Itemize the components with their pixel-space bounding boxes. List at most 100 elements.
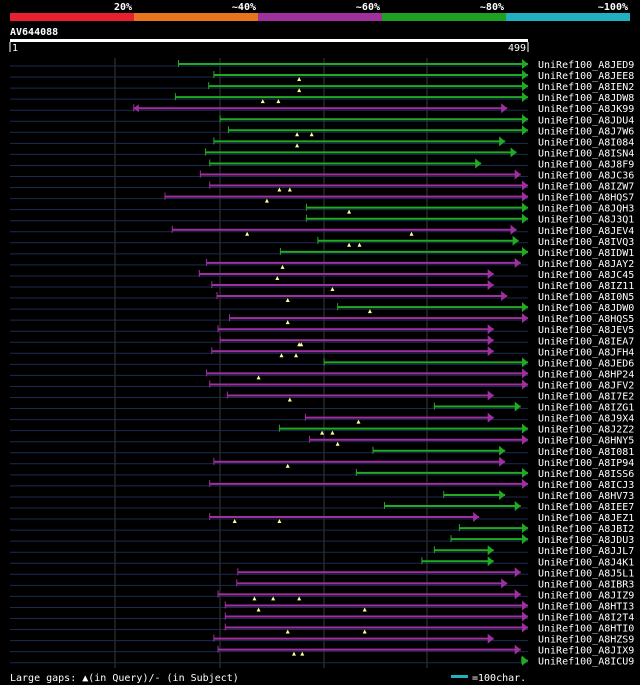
hit-label: UniRef100_A8JK99 — [538, 104, 634, 115]
gap-marker — [357, 242, 362, 247]
hit-end-arrow — [522, 59, 528, 69]
hit-end-arrow — [522, 423, 528, 434]
gap-marker — [285, 629, 290, 634]
hit-label: UniRef100_A8IEA7 — [538, 336, 634, 347]
gap-marker — [347, 242, 352, 247]
hit-end-arrow — [522, 655, 528, 666]
hit-end-arrow — [522, 600, 528, 611]
hit-end-arrow — [475, 158, 482, 169]
hit-end-arrow — [522, 478, 528, 489]
gap-marker — [275, 275, 280, 280]
hit-end-arrow — [522, 114, 528, 125]
hit-start-arrow — [133, 104, 139, 113]
gap-marker — [287, 397, 292, 402]
hit-end-arrow — [522, 357, 528, 368]
hit-end-arrow — [473, 512, 480, 523]
hit-end-arrow — [510, 147, 517, 158]
hit-end-arrow — [487, 633, 494, 644]
gap-marker — [285, 463, 290, 468]
identity-scale-segment — [258, 13, 382, 21]
query-bar — [10, 39, 528, 42]
hit-end-arrow — [501, 578, 508, 589]
query-title: AV644088 — [10, 27, 58, 38]
gap-marker — [320, 430, 325, 435]
gap-marker — [297, 596, 302, 601]
hit-label: UniRef100_A8HQS5 — [538, 314, 634, 325]
hit-end-arrow — [514, 501, 521, 511]
hit-label: UniRef100_A8J8F9 — [538, 159, 634, 170]
hit-label: UniRef100_A8JAY2 — [538, 259, 634, 270]
hit-end-arrow — [522, 523, 528, 534]
hit-end-arrow — [522, 611, 528, 622]
hit-label: UniRef100_A8IEN2 — [538, 82, 634, 93]
hit-end-arrow — [522, 191, 528, 202]
gap-marker — [356, 419, 361, 424]
hit-label: UniRef100_A8IVQ3 — [538, 237, 634, 248]
hit-label: UniRef100_A8JBI2 — [538, 524, 634, 535]
gap-marker — [277, 519, 282, 524]
gap-marker — [330, 287, 335, 291]
hit-end-arrow — [522, 467, 528, 478]
hit-label: UniRef100_A8JEV4 — [538, 226, 634, 237]
hit-label: UniRef100_A8JED9 — [538, 60, 634, 71]
hit-label: UniRef100_A8I7E2 — [538, 392, 634, 403]
hit-end-arrow — [487, 346, 494, 357]
hit-label: UniRef100_A8J2Z2 — [538, 425, 634, 436]
hit-end-arrow — [510, 224, 517, 235]
gap-marker — [300, 651, 305, 656]
identity-scale-segment — [10, 13, 134, 21]
hit-end-arrow — [522, 434, 528, 445]
hit-label: UniRef100_A8I0N5 — [538, 292, 634, 303]
identity-scale-label: ~60% — [356, 2, 380, 13]
hit-end-arrow — [514, 644, 521, 655]
gap-marker — [256, 375, 261, 380]
gap-marker — [279, 353, 284, 358]
hit-end-arrow — [487, 324, 494, 335]
hit-label: UniRef100_A8ICU9 — [538, 657, 634, 668]
hit-label: UniRef100_A8JC36 — [538, 171, 634, 182]
gap-marker — [297, 88, 302, 93]
hit-end-arrow — [522, 81, 528, 92]
hit-label: UniRef100_A8IP94 — [538, 458, 634, 469]
identity-scale-label: 20% — [114, 2, 132, 13]
hit-end-arrow — [514, 401, 521, 412]
hit-label: UniRef100_A8IBR3 — [538, 579, 634, 590]
hit-end-arrow — [487, 335, 494, 346]
gap-legend-text: Large gaps: ▲(in Query)/- (in Subject) — [10, 673, 239, 684]
hit-label: UniRef100_A8IZG1 — [538, 403, 634, 414]
hit-end-arrow — [522, 202, 528, 213]
hit-label: UniRef100_A8ICJ3 — [538, 480, 634, 491]
hit-end-arrow — [499, 136, 506, 147]
gap-marker — [271, 596, 276, 601]
hit-end-arrow — [499, 456, 506, 467]
hit-end-arrow — [499, 489, 506, 500]
hit-label: UniRef100_A8HP24 — [538, 369, 634, 380]
gap-marker — [367, 309, 372, 314]
hit-end-arrow — [522, 246, 528, 257]
identity-scale-segment — [382, 13, 506, 21]
identity-scale-label: ~100% — [598, 2, 628, 13]
gap-marker — [330, 430, 335, 435]
hit-end-arrow — [522, 368, 528, 379]
gap-marker — [264, 198, 269, 203]
hit-end-arrow — [522, 302, 528, 313]
gap-marker — [362, 607, 367, 612]
gap-marker — [252, 596, 257, 601]
hit-label: UniRef100_A8J5L1 — [538, 568, 634, 579]
hit-end-arrow — [499, 445, 506, 456]
hit-label: UniRef100_A8JEV5 — [538, 325, 634, 336]
hit-end-arrow — [512, 235, 519, 246]
hit-end-arrow — [501, 103, 508, 114]
gap-marker — [276, 99, 281, 104]
gap-marker — [277, 187, 282, 192]
gap-marker — [285, 298, 290, 303]
hit-end-arrow — [514, 257, 521, 268]
hit-end-arrow — [514, 589, 521, 600]
hit-label: UniRef100_A8IZW7 — [538, 182, 634, 193]
hit-label: UniRef100_A8JDU3 — [538, 535, 634, 546]
hit-label: UniRef100_A8IZ11 — [538, 281, 634, 292]
hit-label: UniRef100_A8JDW0 — [538, 303, 634, 314]
hit-label: UniRef100_A8HZS9 — [538, 635, 634, 646]
hit-label: UniRef100_A8JFV2 — [538, 380, 634, 391]
